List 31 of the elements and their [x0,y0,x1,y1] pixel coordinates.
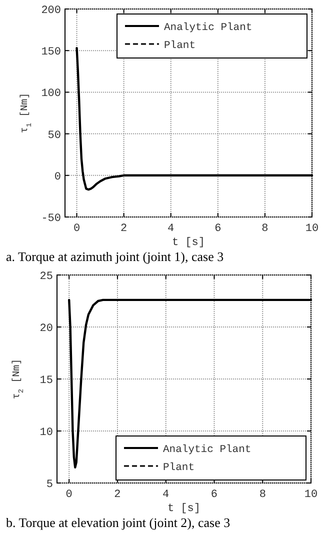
legend-label: Plant [164,40,196,52]
y-tick-label: 10 [40,427,53,439]
x-tick-label: 10 [304,489,318,501]
x-tick-label: 4 [162,489,170,501]
x-axis-title: t [s] [167,503,201,515]
y-tick-label: 100 [41,88,61,100]
y-tick-label: 5 [46,479,53,491]
x-axis-title: t [s] [172,237,206,249]
y-tick-label: 20 [40,323,53,335]
x-tick-label: 2 [114,489,121,501]
x-tick-label: 10 [305,223,319,235]
x-tick-label: 4 [168,223,175,235]
x-tick-label: 6 [210,489,218,501]
y-tick-label: 50 [48,130,61,142]
legend-label: Analytic Plant [163,444,252,456]
y-tick-label: -50 [41,213,61,225]
y-tick-label: 150 [41,46,61,59]
x-tick-label: 8 [259,489,266,501]
x-tick-label: 0 [73,223,80,235]
y-tick-label: 15 [40,375,53,387]
legend-label: Analytic Plant [164,22,252,34]
y-tick-label: 200 [41,5,61,17]
x-tick-label: 8 [262,223,268,235]
x-tick-label: 6 [214,223,222,235]
y-tick-label: 25 [40,271,53,283]
y-tick-label: 0 [54,171,61,184]
legend-label: Plant [163,462,195,474]
text: a. Torque at azimuth joint (joint 1), case 3 [6,249,224,264]
text: b. Torque at elevation joint (joint 2), case 3 [6,515,230,530]
x-tick-label: 0 [66,489,72,501]
x-tick-label: 2 [120,223,128,235]
